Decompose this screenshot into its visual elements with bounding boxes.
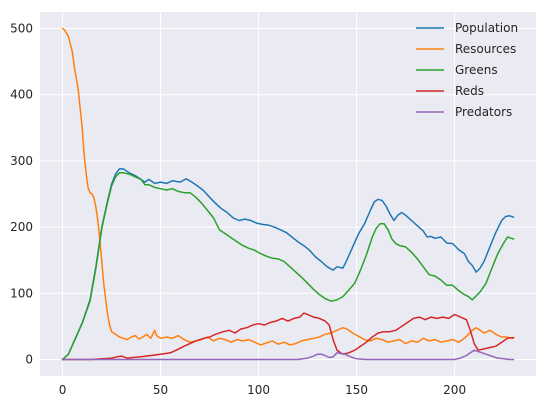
y-tick-label: 300: [10, 154, 33, 168]
x-tick-label: 200: [443, 383, 466, 397]
series-line-reds: [61, 312, 515, 361]
legend-label-reds: Reds: [455, 84, 484, 98]
grid: [40, 12, 536, 376]
y-tick-label: 0: [25, 352, 33, 366]
x-tick-label: 100: [247, 383, 270, 397]
x-tick-label: 50: [153, 383, 168, 397]
legend-label-resources: Resources: [455, 42, 516, 56]
series-line-predators: [61, 349, 515, 361]
legend-label-predators: Predators: [455, 105, 512, 119]
legend-label-greens: Greens: [455, 63, 498, 77]
legend: Population Resources Greens Reds Predators: [416, 21, 518, 119]
y-tick-label: 100: [10, 286, 33, 300]
series-line-greens: [61, 172, 515, 361]
y-tick-label: 500: [10, 22, 33, 36]
y-tick-label: 400: [10, 88, 33, 102]
y-axis-ticks: 0 100 200 300 400 500: [10, 22, 33, 367]
x-axis-ticks: 0 50 100 150 200: [59, 383, 466, 397]
series-layer: [61, 27, 515, 361]
series-line-resources: [61, 27, 515, 346]
x-tick-label: 150: [345, 383, 368, 397]
x-tick-label: 0: [59, 383, 67, 397]
legend-label-population: Population: [455, 21, 518, 35]
y-tick-label: 200: [10, 220, 33, 234]
